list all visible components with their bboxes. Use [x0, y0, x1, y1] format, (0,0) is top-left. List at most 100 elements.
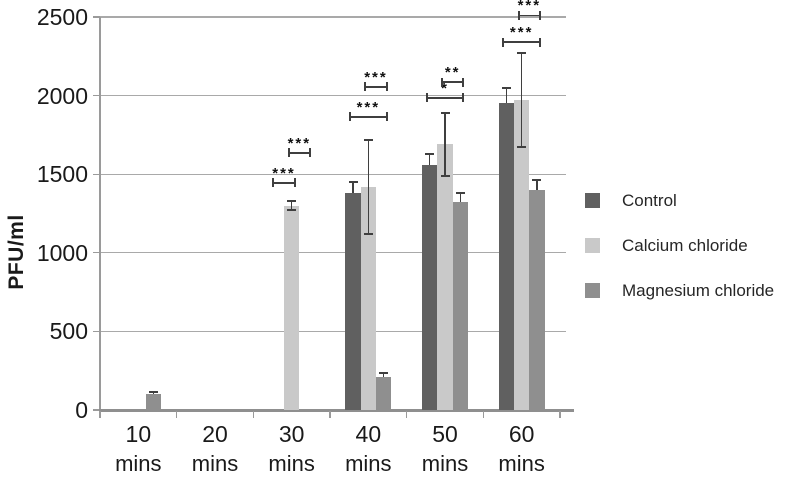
error-cap-top — [455, 192, 465, 195]
y-tick-label-1000: 1000 — [36, 239, 88, 266]
y-tick-label-0: 0 — [75, 397, 88, 423]
significance-label-0: *** — [272, 164, 296, 182]
significance-label-4: * — [441, 79, 449, 97]
x-tick-unit-50: mins — [421, 451, 469, 476]
y-tick-label-500: 500 — [49, 318, 88, 345]
error-bar-magnesium-chloride-40mins — [382, 373, 385, 377]
legend-label-calcium-chloride: Calcium chloride — [622, 235, 748, 255]
error-bar-magnesium-chloride-60mins — [536, 179, 538, 190]
significance-bracket-5 — [441, 81, 464, 84]
error-cap-top — [149, 390, 159, 393]
legend-swatch-control — [585, 193, 600, 208]
x-axis-line — [99, 409, 575, 412]
y-axis-tick-1000 — [93, 252, 100, 254]
x-axis-tick-20 — [175, 411, 178, 418]
x-axis-tick-10 — [99, 411, 101, 418]
significance-bracket-end — [385, 112, 388, 122]
x-axis-tick-40 — [329, 411, 331, 418]
bar-calcium-chloride-60mins — [514, 100, 530, 410]
gridline-2000 — [100, 94, 566, 97]
x-axis-tick-30 — [252, 411, 255, 418]
error-bar-calcium-chloride-30mins — [290, 200, 293, 211]
error-bar-calcium-chloride-50mins — [444, 112, 446, 176]
significance-bracket-end — [462, 77, 465, 87]
x-tick-label-30: 30 — [278, 421, 305, 447]
gridline-500 — [100, 330, 566, 333]
significance-bracket-end — [272, 178, 275, 188]
gridline-2500 — [100, 16, 566, 18]
error-cap-top — [501, 86, 511, 89]
gridline-1500 — [100, 173, 566, 175]
bar-magnesium-chloride-60mins — [529, 189, 545, 410]
legend-label-control: Control — [622, 190, 677, 210]
significance-bracket-4 — [426, 97, 464, 99]
bar-control-50mins — [422, 164, 438, 410]
error-cap-bottom — [287, 209, 297, 212]
bar-calcium-chloride-50mins — [437, 144, 453, 410]
significance-label-7: *** — [517, 0, 542, 15]
significance-bracket-end — [517, 10, 520, 20]
legend-label-magnesium-chloride: Magnesium chloride — [622, 280, 775, 300]
y-axis-line — [99, 17, 101, 411]
x-tick-label-50: 50 — [432, 421, 458, 447]
bar-calcium-chloride-40mins — [360, 186, 376, 410]
bar-control-40mins — [345, 193, 361, 410]
error-cap-bottom — [363, 232, 373, 235]
error-cap-top — [440, 111, 450, 114]
bar-magnesium-chloride-50mins — [452, 202, 468, 410]
significance-bracket-end — [462, 93, 465, 103]
x-tick-unit-10: mins — [115, 451, 162, 476]
legend-item-magnesium-chloride: Magnesium chloride — [585, 280, 775, 300]
x-tick-unit-60: mins — [498, 451, 545, 476]
y-axis-tick-1500 — [93, 173, 100, 175]
error-bar-calcium-chloride-60mins — [520, 53, 523, 148]
y-axis-tick-2500 — [93, 16, 100, 18]
error-bar-calcium-chloride-40mins — [367, 139, 370, 234]
y-tick-label-1500: 1500 — [36, 161, 88, 188]
significance-bracket-end — [308, 148, 311, 158]
y-axis-tick-500 — [93, 330, 100, 333]
x-axis-tick-end — [559, 411, 561, 418]
significance-bracket-end — [538, 37, 541, 47]
x-tick-label-20: 20 — [202, 421, 228, 447]
error-cap-bottom — [517, 146, 527, 149]
legend-item-control: Control — [585, 190, 774, 210]
bar-magnesium-chloride-10mins — [145, 394, 162, 410]
error-cap-top — [532, 178, 542, 181]
significance-bracket-6 — [502, 41, 541, 43]
error-bar-magnesium-chloride-50mins — [459, 193, 462, 203]
significance-label-3: *** — [364, 68, 388, 86]
x-tick-unit-30: mins — [268, 451, 315, 476]
legend: Control Calcium chloride Magnesium chlor… — [585, 190, 775, 300]
significance-bracket-end — [385, 82, 388, 92]
significance-bracket-3 — [364, 86, 388, 88]
x-tick-label-10: 10 — [125, 421, 152, 447]
legend-item-calcium-chloride: Calcium chloride — [585, 235, 774, 255]
significance-bracket-end — [425, 93, 428, 103]
significance-bracket-0 — [272, 182, 296, 184]
legend-swatch-calcium-chloride — [585, 238, 600, 253]
y-axis-tick-2000 — [93, 94, 100, 97]
x-axis-tick-50 — [405, 411, 408, 418]
error-bar-magnesium-chloride-10mins — [152, 391, 155, 395]
significance-label-5: ** — [444, 64, 461, 82]
significance-bracket-end — [287, 148, 290, 158]
bar-control-60mins — [498, 103, 514, 410]
significance-label-1: *** — [287, 134, 312, 152]
significance-label-2: *** — [356, 98, 381, 116]
error-bar-control-60mins — [505, 87, 508, 104]
significance-label-6: *** — [509, 24, 534, 42]
significance-bracket-end — [441, 77, 443, 87]
error-cap-top — [287, 199, 297, 202]
significance-bracket-1 — [288, 152, 311, 154]
error-cap-top — [425, 152, 435, 155]
legend-swatch-magnesium-chloride — [585, 283, 600, 298]
error-cap-bottom — [440, 174, 450, 177]
x-tick-label-60: 60 — [508, 421, 535, 447]
significance-bracket-end — [349, 112, 351, 122]
x-axis-tick-60 — [482, 411, 485, 418]
error-cap-top — [379, 372, 389, 375]
y-tick-label-2000: 2000 — [36, 82, 88, 109]
error-cap-top — [517, 52, 527, 55]
